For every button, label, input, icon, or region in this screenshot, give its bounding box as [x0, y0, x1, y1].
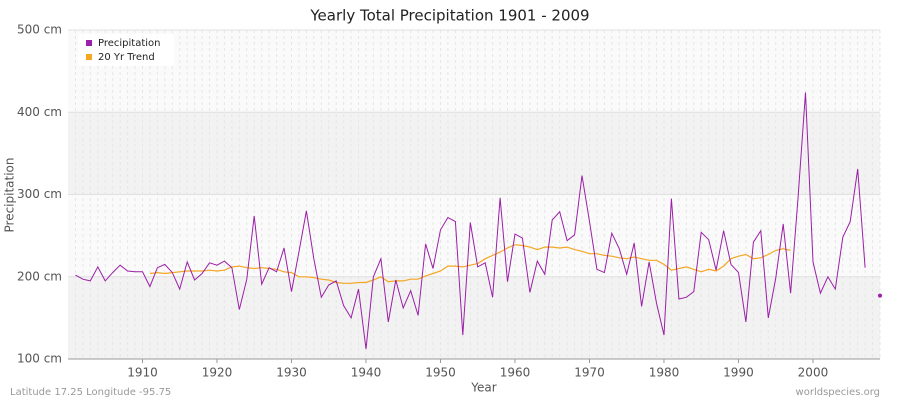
- footer-right: worldspecies.org: [796, 387, 880, 398]
- x-tick-label: 1970: [574, 366, 605, 380]
- y-tick-label: 200 cm: [17, 269, 62, 283]
- x-axis-label: Year: [470, 381, 496, 395]
- y-tick-label: 100 cm: [17, 352, 62, 366]
- footer-left: Latitude 17.25 Longitude -95.75: [10, 387, 171, 398]
- x-tick-label: 1960: [500, 366, 531, 380]
- x-tick-label: 1910: [127, 366, 158, 380]
- legend-box: [78, 34, 174, 66]
- legend-swatch: [86, 54, 92, 60]
- legend-label: 20 Yr Trend: [98, 52, 155, 63]
- grid-band: [68, 112, 880, 195]
- y-tick-label: 400 cm: [17, 105, 62, 119]
- chart-title: Yearly Total Precipitation 1901 - 2009: [309, 7, 589, 25]
- legend-label: Precipitation: [98, 38, 161, 49]
- point: [878, 293, 882, 298]
- y-axis-label: Precipitation: [3, 157, 17, 232]
- legend-swatch: [86, 40, 92, 46]
- series-line: [149, 244, 791, 284]
- grid-band: [68, 276, 880, 359]
- x-tick-label: 2000: [798, 366, 829, 380]
- x-tick-label: 1990: [723, 366, 754, 380]
- x-tick-label: 1940: [351, 366, 382, 380]
- grid-band: [68, 30, 880, 113]
- x-tick-label: 1920: [202, 366, 233, 380]
- grid-band: [68, 194, 880, 277]
- x-tick-label: 1930: [276, 366, 307, 380]
- x-tick-label: 1950: [425, 366, 456, 380]
- y-tick-label: 300 cm: [17, 187, 62, 201]
- y-tick-label: 500 cm: [17, 23, 62, 37]
- x-tick-label: 1980: [649, 366, 680, 380]
